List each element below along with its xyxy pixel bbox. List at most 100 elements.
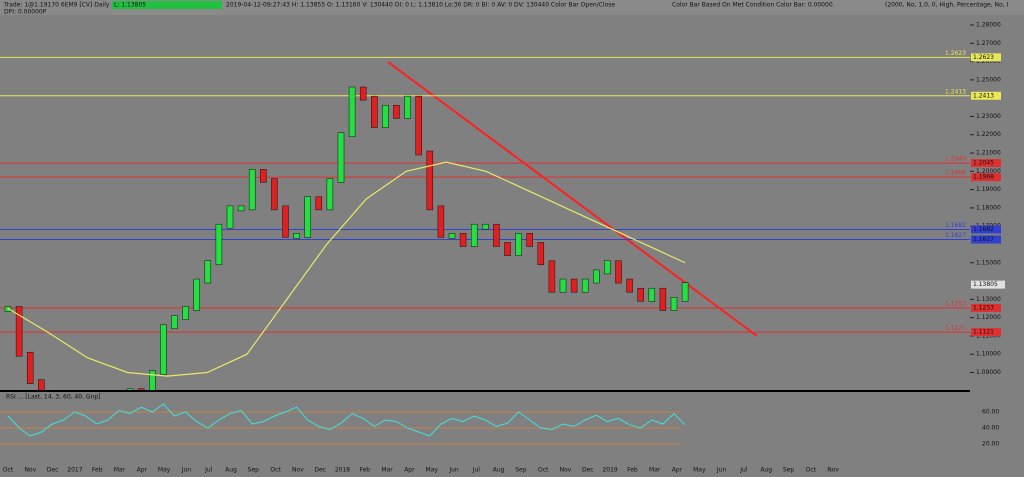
level-axis-label: 1.1968 xyxy=(973,174,994,181)
x-tick-label: Mar xyxy=(381,467,393,474)
x-tick-label: Apr xyxy=(672,467,683,474)
candle xyxy=(215,223,223,266)
x-tick-label: Jun xyxy=(448,467,459,474)
x-tick-label: Nov xyxy=(292,467,304,474)
candle xyxy=(237,205,245,212)
level-axis-box xyxy=(971,225,1001,234)
candle xyxy=(260,169,267,183)
rsi-tick-label: 60.00 xyxy=(982,409,999,416)
y-tick-label: 1.09000 xyxy=(976,369,1001,376)
level-axis-label: 1.2045 xyxy=(973,160,994,167)
last-price-box xyxy=(971,280,1005,289)
x-tick-label: Mar xyxy=(649,467,661,474)
candle xyxy=(315,196,323,211)
x-tick-label: Aug xyxy=(493,467,505,474)
y-tick-label: 1.23000 xyxy=(976,113,1001,120)
trend-line xyxy=(387,61,758,337)
x-tick-label: Oct xyxy=(3,467,14,474)
y-tick-label: 1.25000 xyxy=(976,76,1001,83)
level-axis-label: 1.1253 xyxy=(973,304,994,311)
x-tick-label: Jul xyxy=(739,467,748,474)
y-tick-label: 1.12000 xyxy=(976,314,1001,321)
candle xyxy=(126,388,134,390)
rsi-tick-label: 20.00 xyxy=(982,441,999,448)
x-tick-label: 2017 xyxy=(67,467,82,474)
x-tick-label: Sep xyxy=(515,467,527,474)
level-axis-label: 1.1627 xyxy=(973,236,994,243)
candle xyxy=(470,223,478,247)
level-axis-label: 1.1682 xyxy=(973,226,994,233)
time-axis xyxy=(0,464,1024,477)
candle xyxy=(426,150,434,211)
level-label: 1.1968 xyxy=(945,170,966,177)
x-tick-label: Nov xyxy=(560,467,572,474)
x-tick-label: Jul xyxy=(204,467,213,474)
candle xyxy=(248,169,256,211)
x-tick-label: Jul xyxy=(472,467,481,474)
level-axis-label: 1.2623 xyxy=(973,54,994,61)
candle xyxy=(226,205,234,229)
x-tick-label: Apr xyxy=(404,467,415,474)
x-tick-label: Jun xyxy=(181,467,192,474)
header-bar xyxy=(0,0,1024,15)
candle xyxy=(581,278,589,293)
candle xyxy=(304,196,311,238)
candle xyxy=(681,282,689,302)
x-tick-label: Aug xyxy=(225,467,237,474)
rsi-tick-label: 40.00 xyxy=(982,425,999,432)
header-info: 2019-04-12-09:27:43 H: 1.13855 O: 1.1316… xyxy=(226,2,615,9)
last-box xyxy=(112,1,222,9)
x-tick-label: Jun xyxy=(716,467,727,474)
level-label: 1.1253 xyxy=(945,300,966,307)
candle xyxy=(326,178,334,211)
candle xyxy=(415,95,422,156)
candle xyxy=(504,242,511,256)
x-tick-label: Mar xyxy=(114,467,126,474)
level-label: 1.1682 xyxy=(945,222,966,229)
level-axis-box xyxy=(971,303,1001,312)
candle xyxy=(149,370,156,390)
level-label: 1.2623 xyxy=(945,50,966,57)
x-tick-label: Nov xyxy=(24,467,36,474)
candle xyxy=(515,233,522,256)
candle xyxy=(626,278,633,293)
x-tick-label: May xyxy=(425,467,438,474)
level-label: 1.2045 xyxy=(945,156,966,163)
rsi-line xyxy=(7,403,686,437)
candle xyxy=(348,86,356,137)
y-tick-label: 1.27000 xyxy=(976,40,1001,47)
price-pane xyxy=(0,15,970,390)
candle xyxy=(437,205,445,238)
x-tick-label: Nov xyxy=(827,467,839,474)
candle xyxy=(282,205,289,238)
header-last: L: 1.13805 xyxy=(114,2,146,9)
level-axis-label: 1.1121 xyxy=(973,329,994,336)
level-axis-box xyxy=(971,173,1001,182)
last-price-label: 1.13805 xyxy=(973,281,998,288)
candle xyxy=(526,233,533,247)
candle xyxy=(371,95,378,128)
candle xyxy=(593,269,600,284)
rsi-label: RSI ... [Last, 14, 3, 60, 40, Gnp] xyxy=(6,394,101,401)
y-tick-label: 1.21000 xyxy=(976,150,1001,157)
candle xyxy=(448,233,456,239)
candle xyxy=(182,306,189,320)
level-label: 1.2413 xyxy=(945,88,966,95)
candle xyxy=(493,223,500,247)
y-tick-label: 1.19000 xyxy=(976,186,1001,193)
x-tick-label: Oct xyxy=(270,467,281,474)
candle xyxy=(204,260,212,284)
candle xyxy=(659,287,667,311)
level-label: 1.1627 xyxy=(945,232,966,239)
x-tick-label: Feb xyxy=(359,467,370,474)
candle xyxy=(171,315,178,330)
level-label: 1.1121 xyxy=(945,325,966,332)
candle xyxy=(293,233,300,239)
candle xyxy=(559,278,567,293)
candle xyxy=(337,132,345,183)
x-tick-label: Apr xyxy=(137,467,148,474)
candle xyxy=(160,324,167,375)
candle xyxy=(193,278,200,311)
x-tick-label: 2018 xyxy=(335,467,350,474)
level-axis-box xyxy=(971,235,1001,244)
